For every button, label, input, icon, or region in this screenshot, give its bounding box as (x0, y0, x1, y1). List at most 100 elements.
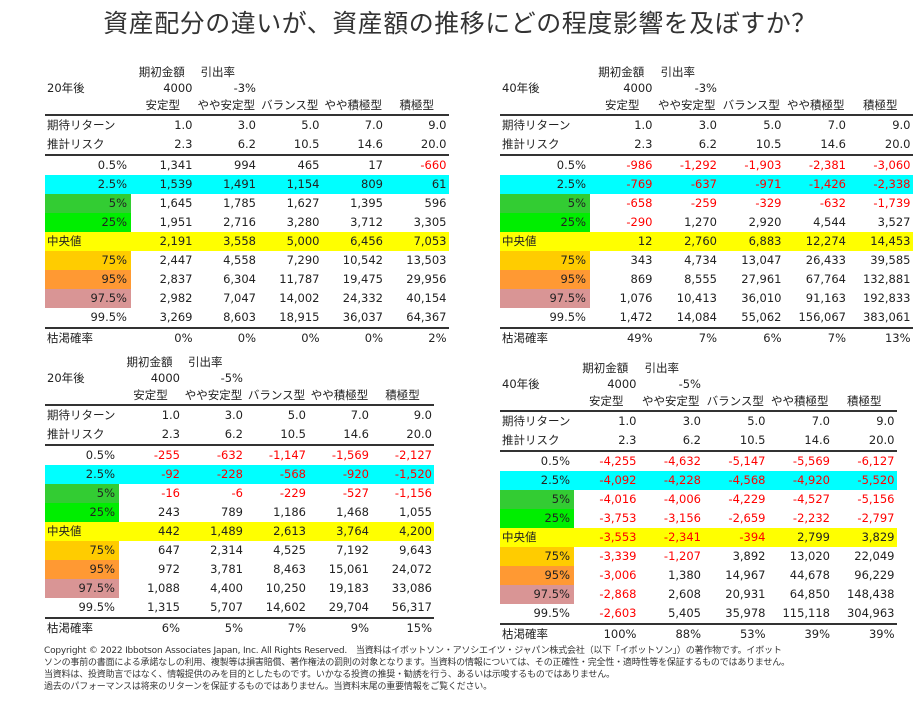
header-labels: 期初金額 引出率 (45, 64, 449, 80)
estimated-risk-value: 10.5 (755, 137, 782, 151)
percentile-label: 97.5% (500, 289, 590, 308)
percentile-label: 25% (45, 213, 131, 232)
percentile-value: -5,569 (792, 454, 830, 468)
percentile-value: 4,525 (273, 543, 306, 557)
percentile-row: 95% -3,006 1,380 14,967 44,678 96,229 (500, 566, 897, 585)
percentile-value: 132,881 (862, 272, 911, 286)
percentile-value: -660 (420, 158, 447, 172)
percentile-value: 1,154 (286, 177, 320, 191)
percentile-value: 7,053 (413, 234, 447, 248)
percentile-value: -4,568 (728, 473, 766, 487)
expected-return-value: 5.0 (287, 408, 306, 422)
expected-return-value: 3.0 (682, 414, 701, 428)
percentile-value: -2,381 (808, 158, 846, 172)
percentile-value: -4,016 (599, 492, 637, 506)
percentile-row: 5% -4,016 -4,006 -4,229 -4,527 -5,156 (500, 490, 897, 509)
withdrawal-rate-label: 引出率 (660, 65, 696, 79)
percentile-value: 12,274 (805, 234, 846, 248)
percentile-label: 75% (500, 547, 574, 566)
column-header: 積極型 (385, 388, 420, 402)
depletion-value: 7% (287, 621, 306, 635)
estimated-risk-value: 10.5 (293, 137, 320, 151)
percentile-value: 14,002 (279, 291, 320, 305)
percentile-value: 3,558 (223, 234, 256, 248)
percentile-value: 91,163 (805, 291, 846, 305)
percentile-value: 40,154 (406, 291, 447, 305)
percentile-value: 304,963 (846, 606, 895, 620)
estimated-risk-value: 2.3 (174, 137, 193, 151)
estimated-risk-value: 6.2 (682, 433, 701, 447)
percentile-value: 29,704 (328, 600, 369, 614)
period-label: 20年後 (47, 371, 85, 385)
expected-return-value: 1.0 (618, 414, 637, 428)
percentile-label: 中央値 (502, 530, 537, 544)
percentile-value: 24,072 (391, 562, 432, 576)
percentile-value: -4,527 (792, 492, 830, 506)
percentile-value: -986 (626, 158, 653, 172)
percentile-value: 2,799 (797, 530, 830, 544)
percentile-row: 95% 2,837 6,304 11,787 19,475 29,956 (45, 270, 449, 289)
header-labels: 期初金額 引出率 (500, 64, 913, 80)
estimated-risk-value: 14.6 (820, 137, 846, 151)
percentile-row: 75% 343 4,734 13,047 26,433 39,585 (500, 251, 913, 270)
percentile-value: 1,785 (223, 196, 256, 210)
percentile-value: 972 (158, 562, 180, 576)
percentile-value: 64,850 (789, 587, 830, 601)
withdrawal-rate-value: -5% (678, 377, 701, 391)
table-20y-3pct: 期初金額 引出率 20年後 4000 -3% 安定型 やや安定型 バランス型 やや積極型 積極型期… (45, 64, 449, 348)
percentile-row: 0.5% -4,255 -4,632 -5,147 -5,569 -6,127 (500, 452, 897, 471)
percentile-value: -1,739 (873, 196, 911, 210)
percentile-label: 0.5% (556, 158, 586, 172)
percentile-value: 3,764 (336, 524, 369, 538)
depletion-label: 枯渇確率 (47, 621, 93, 635)
depletion-value: 100% (603, 627, 637, 641)
estimated-risk-value: 10.5 (280, 427, 306, 441)
percentile-value: 1,270 (684, 215, 717, 229)
percentile-value: -255 (153, 448, 180, 462)
percentile-value: 13,047 (741, 253, 782, 267)
percentile-value: 2,191 (159, 234, 193, 248)
column-header: 積極型 (847, 394, 882, 408)
column-header: 安定型 (605, 98, 640, 112)
percentile-label: 95% (45, 560, 119, 579)
estimated-risk-label: 推計リスク (47, 137, 105, 151)
expected-return-value: 5.0 (301, 118, 320, 132)
percentile-value: -2,797 (857, 511, 895, 525)
estimated-risk-value: 2.3 (161, 427, 180, 441)
percentile-value: 7,047 (223, 291, 256, 305)
depletion-value: 49% (626, 331, 653, 345)
percentile-value: 4,558 (223, 253, 256, 267)
footer-disclaimer: Copyright © 2022 Ibbotson Associates Jap… (44, 645, 916, 693)
percentile-row: 99.5% 1,472 14,084 55,062 156,067 383,061 (500, 308, 913, 329)
percentile-value: -5,520 (857, 473, 895, 487)
percentile-value: -1,569 (331, 448, 369, 462)
percentile-value: 2,982 (159, 291, 193, 305)
percentile-value: 15,061 (328, 562, 369, 576)
percentile-value: 18,915 (279, 310, 320, 324)
percentile-value: 33,086 (391, 581, 432, 595)
estimated-risk-value: 14.6 (343, 427, 369, 441)
column-header: バランス型 (706, 394, 764, 408)
footer-line: Copyright © 2022 Ibbotson Associates Jap… (44, 646, 782, 656)
percentile-label: 97.5% (500, 585, 574, 604)
percentile-label: 99.5% (90, 310, 127, 324)
expected-return-row: 期待リターン 1.0 3.0 5.0 7.0 9.0 (500, 412, 897, 431)
expected-return-value: 3.0 (698, 118, 717, 132)
percentile-value: -1,147 (268, 448, 306, 462)
initial-amount-label: 期初金額 (598, 65, 645, 79)
column-header: バランス型 (722, 98, 780, 112)
percentile-label: 0.5% (540, 454, 570, 468)
percentile-value: 1,645 (159, 196, 193, 210)
estimated-risk-row: 推計リスク 2.3 6.2 10.5 14.6 20.0 (45, 135, 449, 156)
expected-return-value: 1.0 (161, 408, 180, 422)
percentile-value: 44,678 (789, 568, 830, 582)
percentile-value: 1,468 (336, 505, 369, 519)
column-header: バランス型 (247, 388, 306, 402)
estimated-risk-value: 20.0 (406, 427, 432, 441)
percentile-value: 1,627 (286, 196, 320, 210)
percentile-value: -1,207 (663, 549, 701, 563)
estimated-risk-value: 6.2 (698, 137, 717, 151)
percentile-label: 95% (500, 566, 574, 585)
percentile-value: 8,603 (223, 310, 256, 324)
percentile-value: 192,833 (862, 291, 911, 305)
